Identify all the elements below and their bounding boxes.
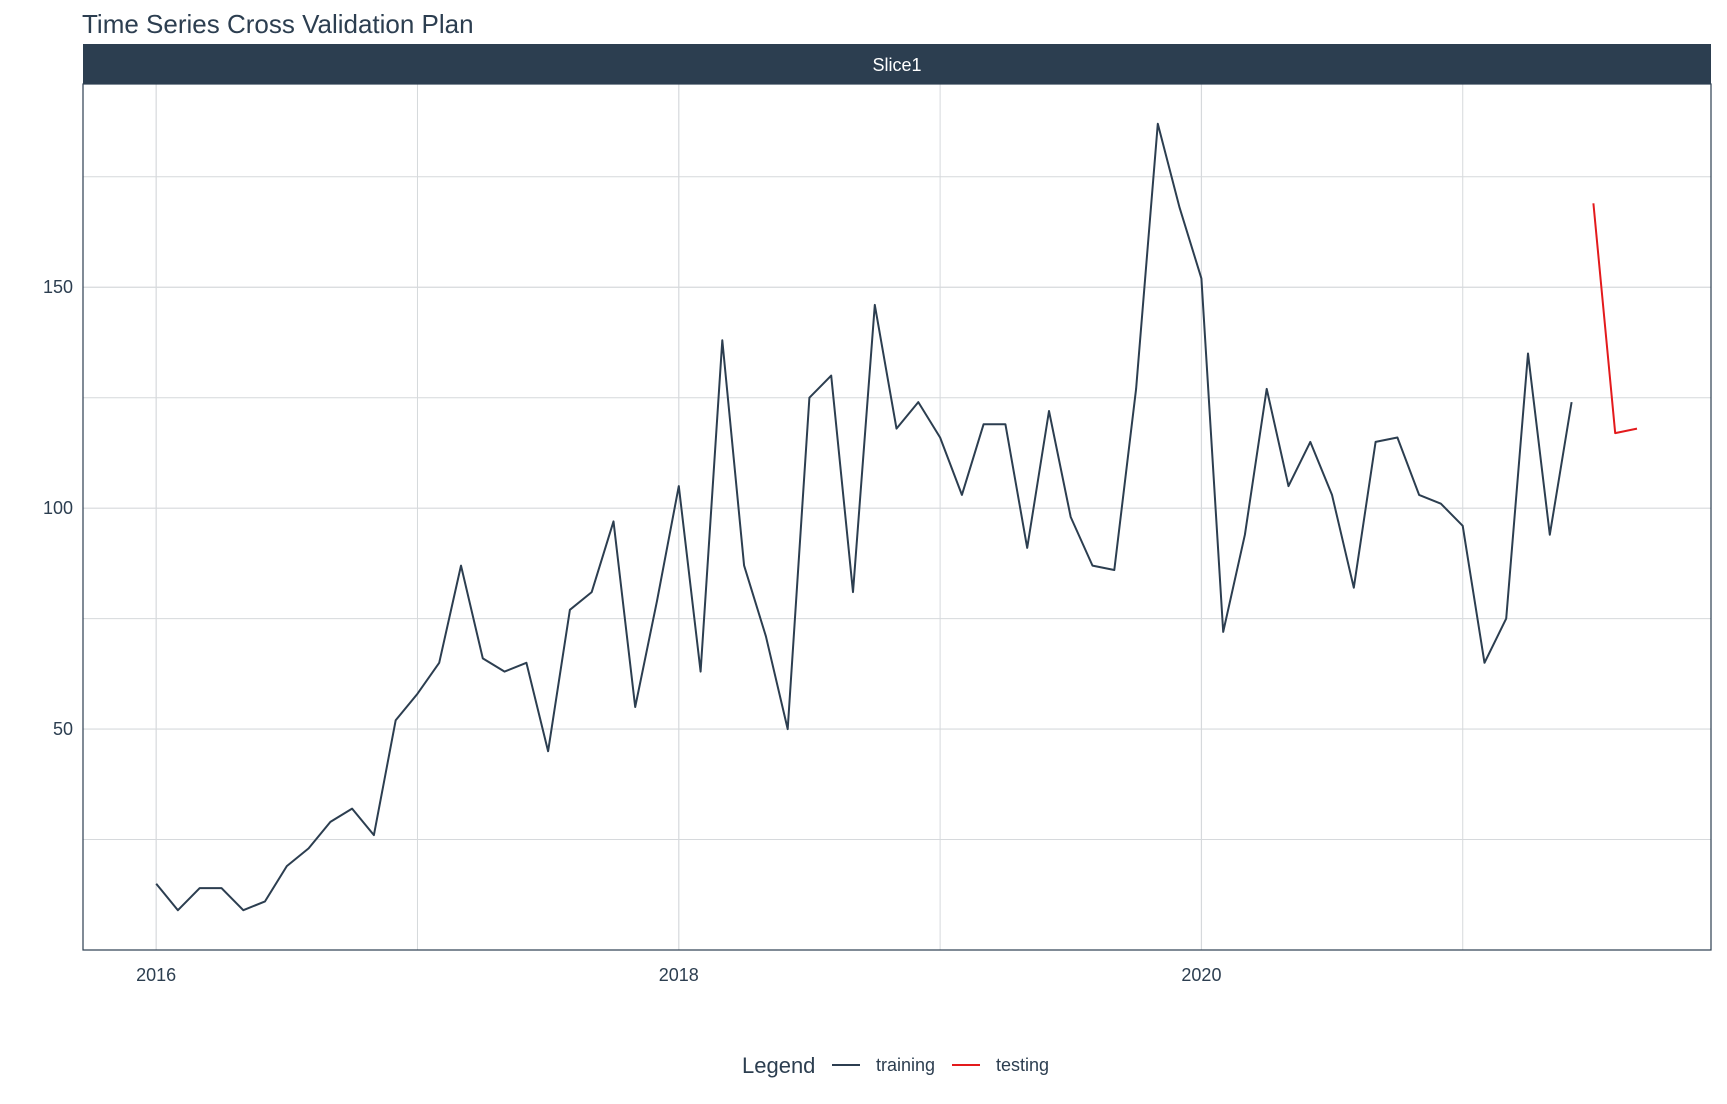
legend-label-testing: testing xyxy=(996,1055,1049,1075)
series-line-testing xyxy=(1592,203,1638,435)
panel-border xyxy=(82,83,1712,951)
facet-strip xyxy=(83,44,1711,84)
legend-label-training: training xyxy=(876,1055,935,1075)
series xyxy=(155,122,1638,912)
x-tick-label: 2020 xyxy=(1181,965,1221,985)
axis-labels: 50 100 150 2016 2018 2020 xyxy=(43,277,1222,985)
series-line-training xyxy=(155,122,1573,912)
x-tick-label: 2018 xyxy=(659,965,699,985)
y-tick-label: 150 xyxy=(43,277,73,297)
legend-title: Legend xyxy=(742,1053,815,1078)
y-tick-label: 50 xyxy=(53,719,73,739)
grid xyxy=(83,84,1711,950)
facet-strip-label: Slice1 xyxy=(872,55,921,75)
chart-title: Time Series Cross Validation Plan xyxy=(82,9,474,39)
legend: Legend training testing xyxy=(742,1053,1049,1078)
x-tick-label: 2016 xyxy=(136,965,176,985)
y-tick-label: 100 xyxy=(43,498,73,518)
